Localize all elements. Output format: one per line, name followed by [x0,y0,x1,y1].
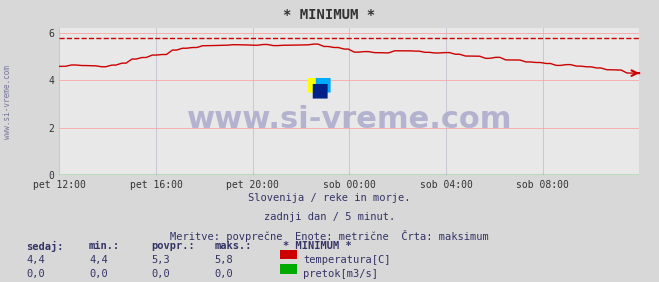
Text: pretok[m3/s]: pretok[m3/s] [303,269,378,279]
Text: 0,0: 0,0 [152,269,170,279]
Text: ■: ■ [305,74,324,93]
Text: Slovenija / reke in morje.: Slovenija / reke in morje. [248,193,411,203]
Text: 5,8: 5,8 [214,255,233,265]
Text: ■: ■ [313,74,331,93]
Text: min.:: min.: [89,241,120,251]
Text: ■: ■ [310,80,328,99]
Text: maks.:: maks.: [214,241,252,251]
Text: Meritve: povprečne  Enote: metrične  Črta: maksimum: Meritve: povprečne Enote: metrične Črta:… [170,230,489,242]
Text: temperatura[C]: temperatura[C] [303,255,391,265]
Text: * MINIMUM *: * MINIMUM * [283,8,376,23]
Text: 0,0: 0,0 [214,269,233,279]
Text: sedaj:: sedaj: [26,241,64,252]
Text: zadnji dan / 5 minut.: zadnji dan / 5 minut. [264,212,395,221]
Text: 5,3: 5,3 [152,255,170,265]
Text: www.si-vreme.com: www.si-vreme.com [186,105,512,134]
Text: povpr.:: povpr.: [152,241,195,251]
Text: 0,0: 0,0 [26,269,45,279]
Text: www.si-vreme.com: www.si-vreme.com [3,65,13,138]
Text: 4,4: 4,4 [89,255,107,265]
Text: 0,0: 0,0 [89,269,107,279]
Text: * MINIMUM *: * MINIMUM * [283,241,352,251]
Text: 4,4: 4,4 [26,255,45,265]
